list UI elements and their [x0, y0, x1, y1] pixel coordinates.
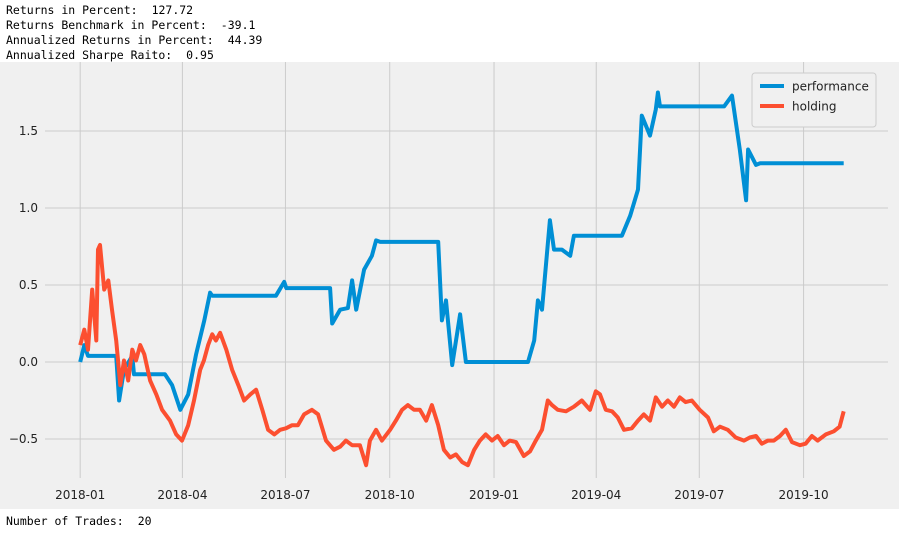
- y-tick-label: 0.0: [19, 355, 38, 369]
- footer-line-value: 20: [138, 514, 152, 528]
- y-tick-label: 0.5: [19, 278, 38, 292]
- x-tick-label: 2018-04: [157, 488, 207, 502]
- stat-line: Returns in Percent: 127.72: [6, 3, 193, 17]
- stat-line: Annualized Sharpe Raito: 0.95: [6, 48, 214, 62]
- x-tick-label: 2018-01: [55, 488, 105, 502]
- x-tick-label: 2019-07: [674, 488, 724, 502]
- x-tick-label: 2018-10: [365, 488, 415, 502]
- lines: [78, 90, 846, 468]
- stat-line-label: Annualized Sharpe Raito:: [6, 48, 172, 62]
- grid: −0.5 0.0 0.5 1.0 1.5 2018-01 2018-04 2018-07 201…: [9, 62, 888, 502]
- y-tick-label: 1.5: [19, 124, 38, 138]
- stat-line: Returns Benchmark in Percent: -39.1: [6, 18, 255, 32]
- stat-line-label: Annualized Returns in Percent:: [6, 33, 214, 47]
- footer-line-label: Number of Trades:: [6, 514, 124, 528]
- x-tick-label: 2019-04: [571, 488, 621, 502]
- series-line: [78, 90, 844, 412]
- legend-label: holding: [792, 100, 836, 114]
- series-line: [78, 243, 846, 468]
- stat-line-label: Returns in Percent:: [6, 3, 138, 17]
- y-tick-label: 1.0: [19, 201, 38, 215]
- footer-line: Number of Trades: 20: [6, 514, 152, 528]
- x-tick-label: 2019-10: [779, 488, 829, 502]
- legend: performance holding: [751, 72, 877, 128]
- stat-line-value: 0.95: [186, 48, 214, 62]
- legend-label: performance: [792, 80, 869, 94]
- x-tick-label: 2018-07: [260, 488, 310, 502]
- stat-line: Annualized Returns in Percent: 44.39: [6, 33, 262, 47]
- stat-line-value: 44.39: [228, 33, 263, 47]
- stat-line-label: Returns Benchmark in Percent:: [6, 18, 207, 32]
- stat-line-value: -39.1: [221, 18, 256, 32]
- x-tick-label: 2019-01: [469, 488, 519, 502]
- stat-line-value: 127.72: [152, 3, 194, 17]
- y-tick-label: −0.5: [9, 432, 38, 446]
